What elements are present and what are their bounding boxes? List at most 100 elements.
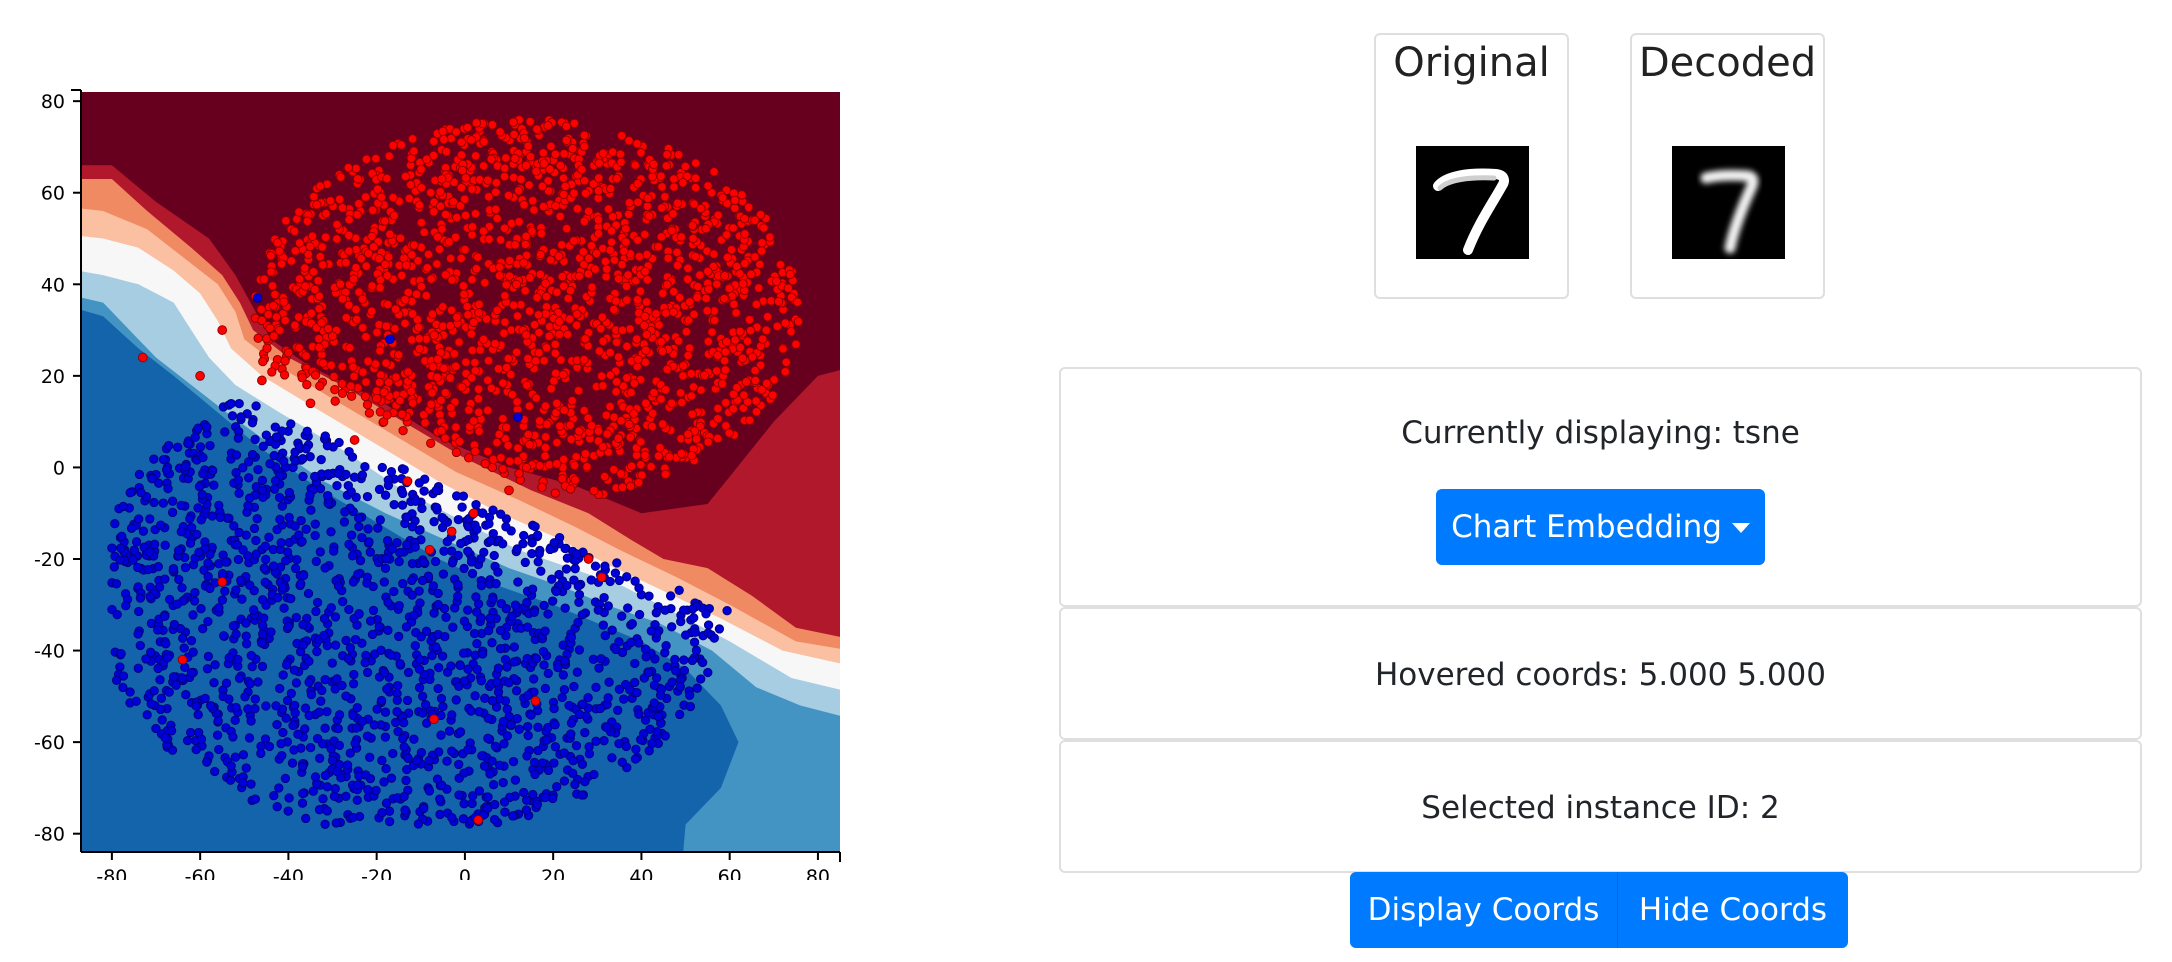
red-point[interactable] bbox=[479, 137, 489, 147]
red-point[interactable] bbox=[440, 209, 451, 220]
red-point[interactable] bbox=[416, 164, 426, 174]
blue-point[interactable] bbox=[303, 588, 314, 599]
red-point[interactable] bbox=[640, 266, 650, 277]
red-point[interactable] bbox=[281, 216, 291, 226]
blue-point[interactable] bbox=[156, 704, 166, 715]
red-point[interactable] bbox=[612, 173, 622, 184]
blue-point[interactable] bbox=[670, 654, 680, 665]
blue-point[interactable] bbox=[471, 499, 481, 510]
blue-point[interactable] bbox=[593, 605, 603, 615]
red-point[interactable] bbox=[646, 462, 656, 472]
blue-point[interactable] bbox=[444, 726, 455, 736]
red-point[interactable] bbox=[593, 186, 604, 196]
blue-point[interactable] bbox=[347, 551, 358, 561]
red-point[interactable] bbox=[374, 253, 384, 264]
red-point[interactable] bbox=[612, 337, 622, 347]
red-point[interactable] bbox=[450, 232, 461, 242]
red-point[interactable] bbox=[530, 696, 541, 706]
red-point[interactable] bbox=[695, 270, 705, 280]
blue-point[interactable] bbox=[453, 591, 463, 601]
blue-point[interactable] bbox=[375, 515, 385, 525]
red-point[interactable] bbox=[500, 291, 510, 301]
blue-point[interactable] bbox=[409, 734, 419, 744]
red-point[interactable] bbox=[406, 386, 416, 397]
red-point[interactable] bbox=[571, 320, 582, 330]
red-point[interactable] bbox=[439, 363, 449, 373]
blue-point[interactable] bbox=[500, 654, 511, 665]
red-point[interactable] bbox=[267, 367, 277, 377]
blue-point[interactable] bbox=[376, 695, 387, 706]
blue-point[interactable] bbox=[387, 544, 397, 554]
blue-point[interactable] bbox=[185, 538, 196, 548]
blue-point[interactable] bbox=[377, 755, 387, 766]
red-point[interactable] bbox=[503, 190, 514, 201]
red-point[interactable] bbox=[332, 219, 342, 230]
red-point[interactable] bbox=[569, 460, 580, 471]
blue-point[interactable] bbox=[474, 707, 484, 717]
blue-point[interactable] bbox=[244, 493, 255, 503]
blue-point[interactable] bbox=[393, 726, 403, 737]
red-point[interactable] bbox=[709, 315, 720, 326]
red-point[interactable] bbox=[660, 469, 671, 479]
blue-point[interactable] bbox=[310, 772, 321, 782]
red-point[interactable] bbox=[780, 318, 790, 328]
red-point[interactable] bbox=[720, 271, 730, 281]
blue-point[interactable] bbox=[523, 690, 533, 701]
red-point[interactable] bbox=[690, 182, 701, 193]
blue-point[interactable] bbox=[357, 716, 367, 727]
red-point[interactable] bbox=[545, 255, 556, 265]
red-point[interactable] bbox=[551, 368, 561, 379]
red-point[interactable] bbox=[588, 179, 599, 189]
red-point[interactable] bbox=[691, 173, 701, 183]
blue-point[interactable] bbox=[476, 580, 487, 591]
blue-point[interactable] bbox=[491, 579, 501, 589]
red-point[interactable] bbox=[721, 398, 731, 408]
blue-point[interactable] bbox=[310, 471, 320, 482]
blue-point[interactable] bbox=[118, 682, 128, 693]
red-point[interactable] bbox=[289, 226, 300, 236]
blue-point[interactable] bbox=[227, 411, 238, 421]
blue-point[interactable] bbox=[644, 667, 654, 678]
red-point[interactable] bbox=[492, 437, 502, 448]
blue-point[interactable] bbox=[268, 561, 279, 571]
blue-point[interactable] bbox=[198, 469, 208, 479]
red-point[interactable] bbox=[641, 297, 652, 307]
blue-point[interactable] bbox=[332, 674, 342, 684]
red-point[interactable] bbox=[434, 244, 445, 254]
red-point[interactable] bbox=[684, 315, 694, 325]
blue-point[interactable] bbox=[297, 536, 307, 547]
blue-point[interactable] bbox=[569, 681, 579, 692]
blue-point[interactable] bbox=[649, 698, 659, 708]
red-point[interactable] bbox=[456, 150, 467, 160]
blue-point[interactable] bbox=[495, 625, 506, 636]
red-point[interactable] bbox=[624, 136, 634, 146]
red-point[interactable] bbox=[579, 405, 589, 416]
blue-point[interactable] bbox=[191, 701, 201, 711]
red-point[interactable] bbox=[480, 459, 490, 469]
red-point[interactable] bbox=[755, 210, 766, 220]
blue-point[interactable] bbox=[308, 786, 318, 796]
blue-point[interactable] bbox=[410, 496, 421, 506]
blue-point[interactable] bbox=[394, 631, 404, 642]
blue-point[interactable] bbox=[271, 701, 281, 711]
red-point[interactable] bbox=[675, 388, 686, 398]
blue-point[interactable] bbox=[246, 650, 256, 661]
blue-point[interactable] bbox=[488, 780, 499, 790]
red-point[interactable] bbox=[781, 357, 791, 367]
blue-point[interactable] bbox=[134, 514, 144, 524]
blue-point[interactable] bbox=[696, 674, 706, 684]
red-point[interactable] bbox=[538, 201, 549, 212]
blue-point[interactable] bbox=[314, 805, 325, 815]
blue-point[interactable] bbox=[438, 701, 448, 712]
red-point[interactable] bbox=[361, 261, 371, 271]
red-point[interactable] bbox=[549, 376, 559, 386]
blue-point[interactable] bbox=[158, 454, 169, 465]
blue-point[interactable] bbox=[507, 611, 517, 621]
blue-point[interactable] bbox=[476, 554, 486, 564]
red-point[interactable] bbox=[257, 315, 267, 326]
blue-point[interactable] bbox=[662, 662, 672, 672]
blue-point[interactable] bbox=[305, 742, 316, 753]
blue-point[interactable] bbox=[583, 693, 593, 703]
red-point[interactable] bbox=[349, 371, 359, 382]
blue-point[interactable] bbox=[675, 682, 686, 692]
